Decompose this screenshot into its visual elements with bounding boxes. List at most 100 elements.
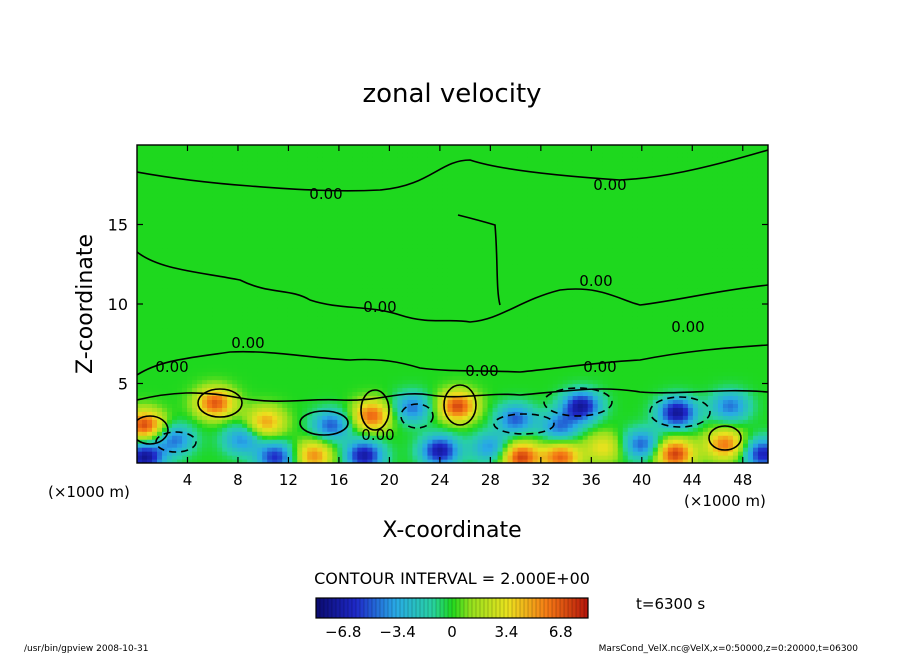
field-cell xyxy=(182,319,188,325)
field-cell xyxy=(212,160,218,166)
field-cell xyxy=(347,347,353,353)
field-cell xyxy=(262,232,268,238)
field-cell xyxy=(222,264,228,269)
field-cell xyxy=(412,427,419,432)
field-cell xyxy=(402,407,409,412)
field-cell xyxy=(292,459,298,463)
field-cell xyxy=(152,156,158,162)
field-cell xyxy=(237,148,243,154)
field-cell xyxy=(362,160,368,166)
field-cell xyxy=(402,415,409,420)
field-cell xyxy=(222,403,228,408)
field-cell xyxy=(367,220,373,226)
field-cell xyxy=(342,176,348,182)
field-cell xyxy=(372,200,378,206)
field-cell xyxy=(307,351,313,357)
field-cell xyxy=(212,272,218,277)
field-cell xyxy=(247,164,253,170)
field-cell xyxy=(307,296,313,301)
field-cell xyxy=(192,260,198,265)
field-cell xyxy=(207,204,213,210)
field-cell xyxy=(172,180,178,186)
field-cell xyxy=(342,355,348,361)
field-cell xyxy=(437,387,444,393)
field-cell xyxy=(312,152,318,158)
field-cell xyxy=(287,232,293,238)
field-cell xyxy=(347,264,353,269)
field-cell xyxy=(222,323,228,329)
field-cell xyxy=(247,315,253,321)
field-cell xyxy=(222,292,228,297)
field-cell xyxy=(437,160,444,166)
field-cell xyxy=(382,228,388,234)
field-cell xyxy=(167,296,173,301)
field-cell xyxy=(412,399,419,404)
field-cell xyxy=(407,240,414,245)
field-cell xyxy=(412,180,419,186)
field-cell xyxy=(327,196,333,202)
field-cell xyxy=(377,459,383,463)
field-cell xyxy=(312,331,318,337)
field-cell xyxy=(347,240,353,245)
field-cell xyxy=(227,280,233,285)
field-cell xyxy=(382,252,388,257)
field-cell xyxy=(317,288,323,293)
field-cell xyxy=(267,339,273,345)
field-cell xyxy=(327,343,333,349)
field-cell xyxy=(372,264,378,269)
field-cell xyxy=(437,180,444,186)
field-cell xyxy=(427,367,434,373)
field-cell xyxy=(417,220,424,226)
field-cell xyxy=(412,371,419,377)
field-cell xyxy=(382,148,388,154)
field-cell xyxy=(232,427,238,432)
field-cell xyxy=(407,435,414,440)
field-cell xyxy=(422,280,429,285)
field-cell xyxy=(392,427,399,432)
field-cell xyxy=(297,228,303,234)
field-cell xyxy=(137,335,143,341)
field-cell xyxy=(302,268,308,273)
field-cell xyxy=(217,196,223,202)
field-cell xyxy=(382,367,388,373)
field-cell xyxy=(142,272,148,277)
field-cell xyxy=(417,260,424,265)
field-cell xyxy=(182,359,188,365)
field-cell xyxy=(347,200,353,206)
field-cell xyxy=(432,224,439,230)
field-cell xyxy=(367,252,373,257)
field-cell xyxy=(287,264,293,269)
field-cell xyxy=(357,248,363,253)
field-cell xyxy=(367,455,373,460)
field-cell xyxy=(287,343,293,349)
field-cell xyxy=(367,160,373,166)
field-cell xyxy=(282,379,288,385)
field-cell xyxy=(412,220,419,226)
field-cell xyxy=(437,232,444,238)
field-cell xyxy=(192,296,198,301)
field-cell xyxy=(402,152,409,158)
field-cell xyxy=(157,423,163,428)
field-cell xyxy=(367,244,373,249)
field-cell xyxy=(427,335,434,341)
field-cell xyxy=(407,168,414,174)
field-cell xyxy=(372,228,378,234)
field-cell xyxy=(307,447,313,452)
field-cell xyxy=(152,196,158,202)
field-cell xyxy=(337,431,343,436)
field-cell xyxy=(202,331,208,337)
field-cell xyxy=(267,319,273,325)
field-cell xyxy=(242,168,248,174)
field-cell xyxy=(427,196,434,202)
field-cell xyxy=(162,423,168,428)
field-cell xyxy=(172,315,178,321)
field-cell xyxy=(352,411,358,416)
field-cell xyxy=(237,371,243,377)
field-cell xyxy=(182,455,188,460)
field-cell xyxy=(387,307,394,313)
field-cell xyxy=(202,383,208,389)
field-cell xyxy=(157,156,163,162)
field-cell xyxy=(317,280,323,285)
field-cell xyxy=(352,184,358,190)
field-cell xyxy=(272,315,278,321)
